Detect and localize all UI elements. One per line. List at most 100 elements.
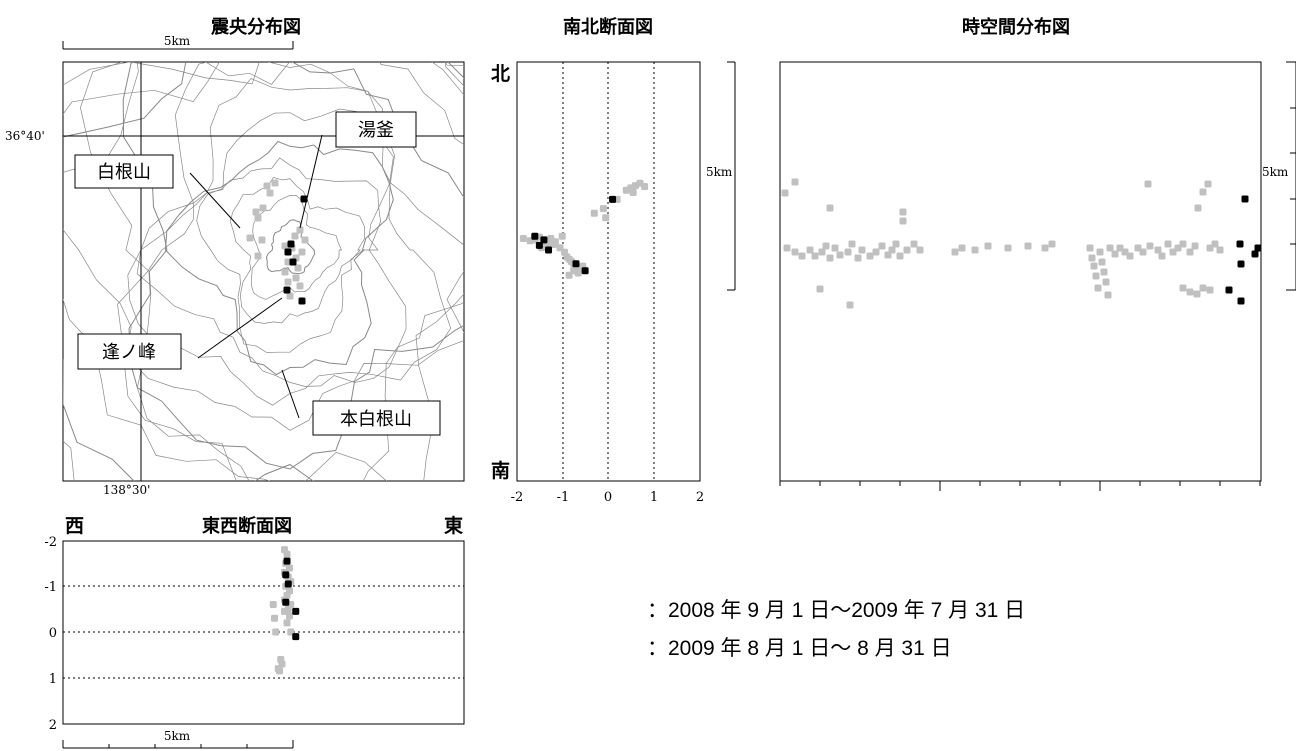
ns-scale-bar: 5km <box>706 61 736 291</box>
ns-point <box>540 236 548 244</box>
st-point <box>1100 268 1108 276</box>
st-point <box>854 254 862 262</box>
label-motoshirane-text: 本白根山 <box>340 409 412 430</box>
st-point <box>1211 240 1219 248</box>
st-point <box>971 246 979 254</box>
contour-line <box>196 157 381 353</box>
st-point <box>806 246 814 254</box>
st-point <box>899 208 907 216</box>
map-epicenter <box>298 297 306 305</box>
map-epicenter <box>281 242 289 250</box>
label-shiranesan-text: 白根山 <box>97 162 151 183</box>
map-scale-bar: 5km <box>62 34 294 50</box>
ns-point <box>602 214 610 222</box>
ns-point <box>629 189 637 196</box>
ns-point <box>599 205 607 213</box>
st-point <box>1088 254 1096 262</box>
st-point <box>826 204 834 212</box>
contour-line <box>164 140 394 376</box>
label-ainomine-text: 逢ノ峰 <box>102 342 156 363</box>
st-point <box>1191 242 1199 250</box>
st-point <box>791 248 799 256</box>
st-point <box>1092 272 1100 280</box>
st-point <box>984 242 992 250</box>
contour-line <box>250 195 343 300</box>
ew-point <box>278 660 286 668</box>
ew-points <box>269 546 300 675</box>
st-point <box>888 246 896 254</box>
st-point <box>848 240 856 248</box>
st-point <box>1199 188 1207 196</box>
st-point <box>1102 278 1110 286</box>
ew-ytick: 2 <box>49 718 57 733</box>
ns-point <box>535 241 543 249</box>
st-point <box>1104 291 1112 299</box>
st-frame <box>779 61 1262 482</box>
ew-point <box>269 601 277 609</box>
contour-lines <box>63 62 464 481</box>
st-point <box>903 246 911 254</box>
ew-ytick: -2 <box>44 535 57 550</box>
st-point <box>1096 248 1104 256</box>
ew-point <box>284 580 292 588</box>
ns-point <box>581 267 589 275</box>
st-scale-bar: 5km <box>1262 61 1296 291</box>
ns-title: 南北断面図 <box>563 16 653 38</box>
map-epicenter <box>263 182 271 190</box>
contour-line <box>63 62 464 481</box>
contour-line <box>122 62 464 470</box>
st-point <box>818 248 826 256</box>
st-point <box>1024 242 1032 250</box>
st-point <box>822 242 830 250</box>
ew-west-label: 西 <box>65 515 84 537</box>
st-point <box>958 244 966 252</box>
ns-point <box>590 209 598 217</box>
legend: ：2008 年 9 月 1 日～2009 年 7 月 31 日 ：2009 年 … <box>647 599 1025 660</box>
st-point <box>899 217 907 225</box>
ns-point <box>609 195 617 203</box>
ew-point <box>271 614 278 622</box>
map-epicenter <box>292 274 300 282</box>
legend-period2: ：2009 年 8 月 1 日～ 8 月 31 日 <box>647 637 952 660</box>
st-point <box>1236 240 1244 248</box>
st-point <box>791 178 799 186</box>
map-epicenter <box>287 240 295 248</box>
ns-south-label: 南 <box>491 460 510 482</box>
st-point <box>1199 284 1207 292</box>
st-point <box>1237 297 1245 305</box>
st-point <box>1251 250 1259 258</box>
map-epicenter <box>254 214 262 222</box>
ew-frame <box>62 540 465 725</box>
map-epicenter <box>296 226 304 234</box>
ns-scale-label: 5km <box>706 165 733 179</box>
ew-point <box>283 619 291 627</box>
ns-point <box>641 183 649 191</box>
ns-xtick: -1 <box>557 490 570 505</box>
ew-point <box>276 667 283 675</box>
label-yugama-text: 湯釜 <box>358 120 394 141</box>
st-point <box>846 301 854 309</box>
st-point <box>1237 260 1245 268</box>
st-point <box>1179 240 1187 248</box>
ew-point <box>292 633 300 641</box>
st-point <box>1193 290 1201 298</box>
st-point <box>951 248 959 256</box>
map-epicenter <box>254 252 262 260</box>
st-point <box>916 246 924 254</box>
map-epicenter <box>266 189 274 197</box>
st-point <box>1194 204 1202 212</box>
st-point <box>781 189 789 197</box>
st-point <box>910 240 918 248</box>
ns-point <box>531 232 539 240</box>
map-epicenter <box>258 236 266 244</box>
st-point <box>831 244 839 252</box>
map-epicenter <box>259 204 267 212</box>
st-point <box>1154 246 1162 254</box>
st-point <box>1086 244 1094 252</box>
st-point <box>1241 195 1249 203</box>
ew-point <box>282 571 290 579</box>
map-epicenter <box>281 268 289 276</box>
st-point <box>1158 252 1166 260</box>
st-point <box>858 246 866 254</box>
st-point <box>1206 286 1214 294</box>
